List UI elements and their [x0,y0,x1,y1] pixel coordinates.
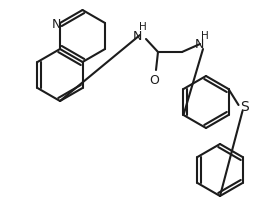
Text: H: H [201,31,209,41]
Text: N: N [194,39,204,52]
Text: S: S [240,100,249,114]
Text: N: N [51,18,61,32]
Text: H: H [139,22,147,32]
Text: O: O [149,74,159,86]
Text: N: N [132,29,142,42]
